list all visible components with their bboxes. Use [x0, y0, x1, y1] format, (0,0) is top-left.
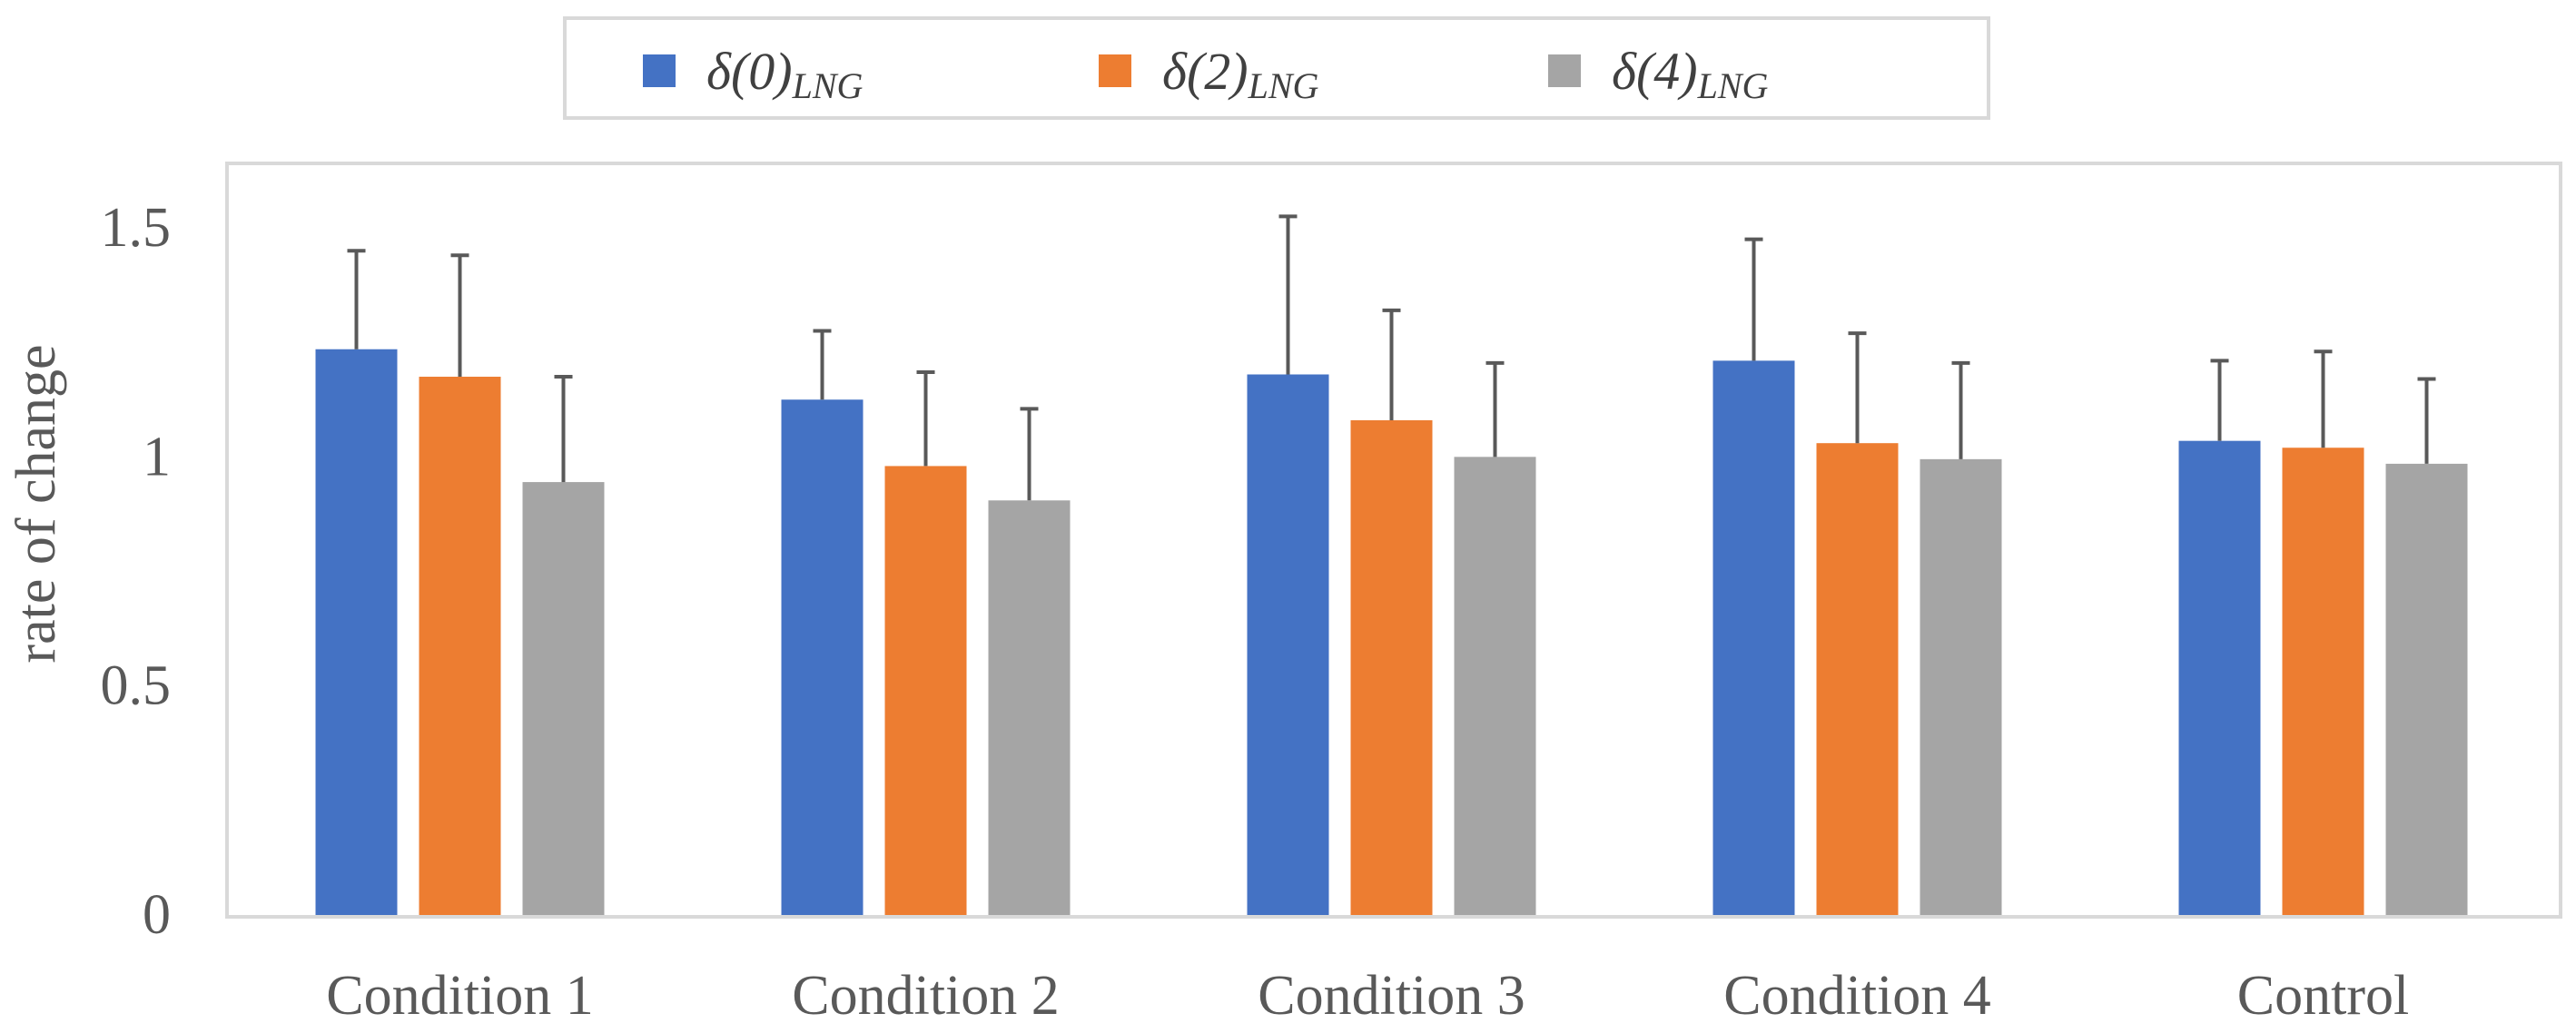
bar: [884, 466, 967, 915]
x-tick-label: Control: [2237, 965, 2409, 1027]
legend-swatch: [1099, 54, 1131, 87]
y-tick-label: 1: [143, 426, 171, 487]
x-tick-label: Condition 2: [792, 965, 1060, 1027]
bar: [2385, 463, 2468, 915]
bar: [522, 482, 605, 915]
bar: [781, 399, 864, 915]
x-tick-label: Condition 1: [326, 965, 594, 1027]
legend-swatch: [1548, 54, 1581, 87]
error-bars: [347, 214, 2436, 501]
y-tick-label: 0.5: [101, 655, 172, 717]
bar: [1350, 419, 1433, 916]
bar: [1920, 458, 2002, 915]
bar: [2282, 448, 2364, 915]
legend-label: δ(2)LNG: [1162, 42, 1319, 106]
y-axis-ticks: 0 0.5 1 1.5: [101, 197, 172, 946]
y-axis-title: rate of change: [5, 344, 67, 663]
bar: [1712, 360, 1795, 915]
y-tick-label: 1.5: [101, 197, 172, 259]
x-axis-ticks: Condition 1 Condition 2 Condition 3 Conditi…: [326, 965, 2409, 1027]
x-tick-label: Condition 4: [1723, 965, 1991, 1027]
bar: [1816, 443, 1899, 915]
y-tick-label: 0: [143, 884, 171, 946]
bars: [315, 349, 2468, 916]
legend-label: δ(4)LNG: [1612, 42, 1769, 106]
legend-label: δ(0)LNG: [706, 42, 864, 106]
x-tick-label: Condition 3: [1258, 965, 1525, 1027]
legend-swatch: [643, 54, 676, 87]
legend-box: [563, 16, 1990, 120]
legend: δ(0)LNG δ(2)LNG δ(4)LNG: [643, 42, 1769, 106]
bar: [1247, 374, 1329, 915]
bar: [988, 500, 1071, 915]
bar: [315, 349, 398, 915]
bar: [1454, 457, 1536, 915]
bar: [419, 377, 501, 915]
bar: [2178, 440, 2261, 915]
